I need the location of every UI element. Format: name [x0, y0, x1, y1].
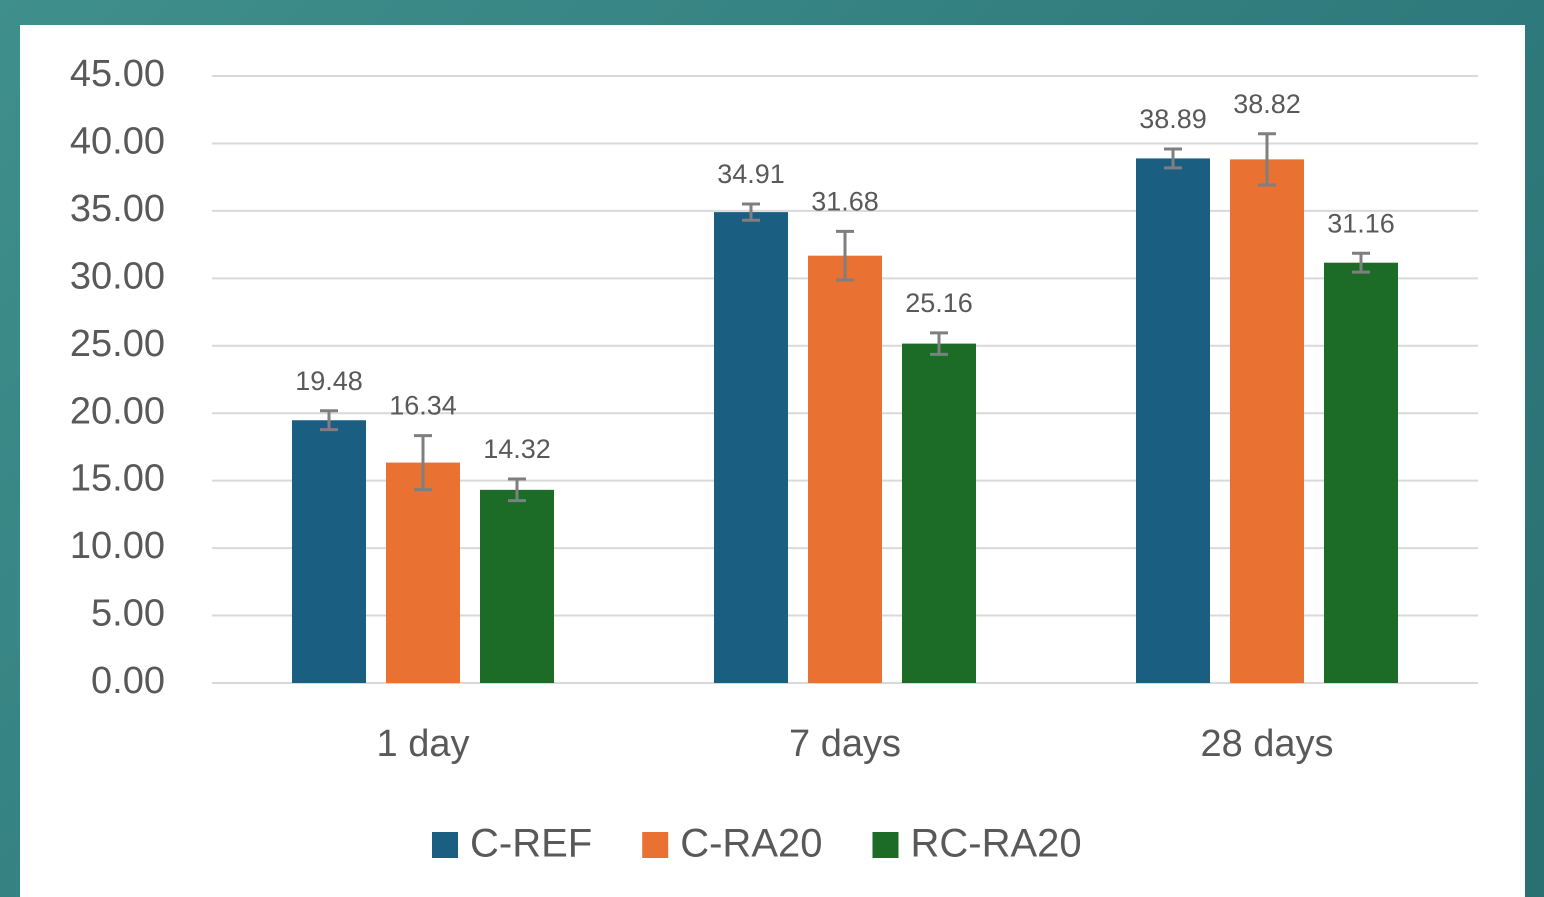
legend-label: C-REF	[470, 822, 592, 866]
data-label: 16.34	[389, 391, 457, 421]
y-tick-label: 40.00	[70, 120, 165, 162]
y-tick-label: 35.00	[70, 188, 165, 230]
x-tick-label: 1 day	[377, 723, 470, 765]
legend-label: C-RA20	[680, 822, 822, 866]
data-label: 34.91	[717, 159, 785, 189]
y-tick-label: 45.00	[70, 53, 165, 95]
bar	[1230, 159, 1304, 683]
bar	[1136, 158, 1210, 683]
bar	[292, 420, 366, 683]
page: 0.00 5.00 10.00 15.00 20.00 25.00 30.00 35.00 40…	[0, 0, 1544, 897]
y-tick-label: 20.00	[70, 390, 165, 432]
data-label: 14.32	[483, 434, 551, 464]
data-label: 19.48	[295, 366, 363, 396]
y-tick-label: 30.00	[70, 255, 165, 297]
legend-swatch	[432, 832, 458, 858]
legend-swatch	[642, 832, 668, 858]
chart: 0.00 5.00 10.00 15.00 20.00 25.00 30.00 35.00 40…	[0, 0, 1544, 897]
bar	[480, 490, 554, 683]
y-tick-label: 10.00	[70, 525, 165, 567]
y-tick-label: 5.00	[91, 593, 165, 635]
data-label: 38.89	[1139, 104, 1207, 134]
data-label: 31.16	[1327, 208, 1395, 238]
bar	[714, 212, 788, 683]
bar	[902, 344, 976, 683]
legend-label: RC-RA20	[910, 822, 1081, 866]
y-tick-label: 15.00	[70, 458, 165, 500]
x-tick-label: 28 days	[1200, 723, 1333, 765]
bar	[808, 256, 882, 683]
y-tick-label: 0.00	[91, 660, 165, 702]
bar	[386, 463, 460, 683]
data-label: 38.82	[1233, 89, 1301, 119]
data-label: 25.16	[905, 288, 973, 318]
x-tick-label: 7 days	[789, 723, 901, 765]
y-tick-label: 25.00	[70, 323, 165, 365]
data-label: 31.68	[811, 187, 879, 217]
bar	[1324, 263, 1398, 683]
legend-swatch	[872, 832, 898, 858]
